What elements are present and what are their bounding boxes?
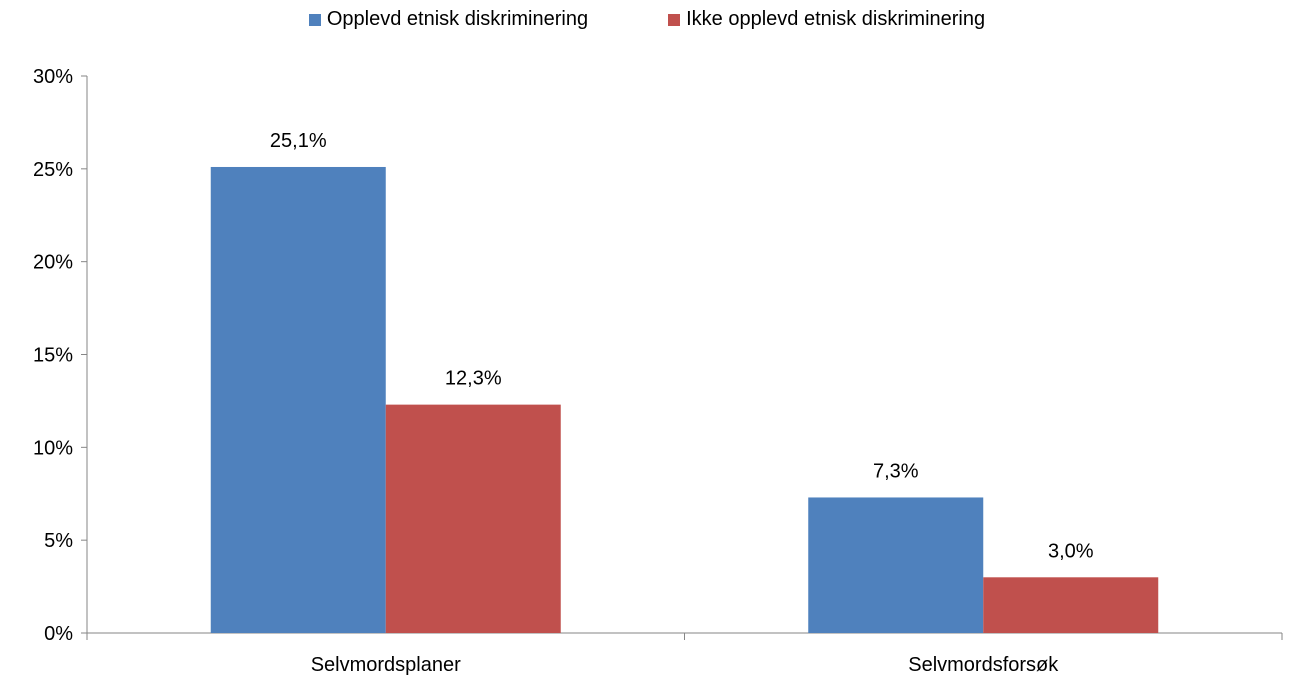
y-tick-label: 25%	[33, 159, 73, 181]
legend-item-series-1: Opplevd etnisk diskriminering	[308, 8, 589, 31]
data-label: 25,1%	[270, 130, 327, 152]
legend-label-series-2: Ikke opplevd etnisk diskriminering	[686, 8, 986, 30]
y-tick-label: 15%	[33, 345, 73, 367]
y-tick-label: 5%	[44, 530, 73, 552]
x-tick-label: Selvmordsplaner	[311, 654, 461, 676]
bar	[385, 404, 561, 633]
legend-label-series-1: Opplevd etnisk diskriminering	[326, 8, 589, 30]
bar	[210, 166, 386, 633]
legend-swatch-series-1	[308, 13, 321, 26]
bar	[983, 577, 1159, 633]
legend-item-series-2: Ikke opplevd etnisk diskriminering	[668, 8, 985, 31]
y-tick-label: 0%	[44, 623, 73, 645]
legend-swatch-series-2	[668, 13, 681, 26]
bar	[808, 497, 984, 633]
y-tick-label: 30%	[33, 66, 73, 88]
y-tick-label: 10%	[33, 437, 73, 459]
y-tick-label: 20%	[33, 252, 73, 274]
x-tick-label: Selvmordsforsøk	[908, 654, 1059, 676]
legend: Opplevd etnisk diskriminering Ikke opple…	[0, 8, 1294, 31]
data-label: 12,3%	[445, 368, 502, 390]
data-label: 3,0%	[1048, 540, 1094, 562]
data-label: 7,3%	[873, 460, 919, 482]
